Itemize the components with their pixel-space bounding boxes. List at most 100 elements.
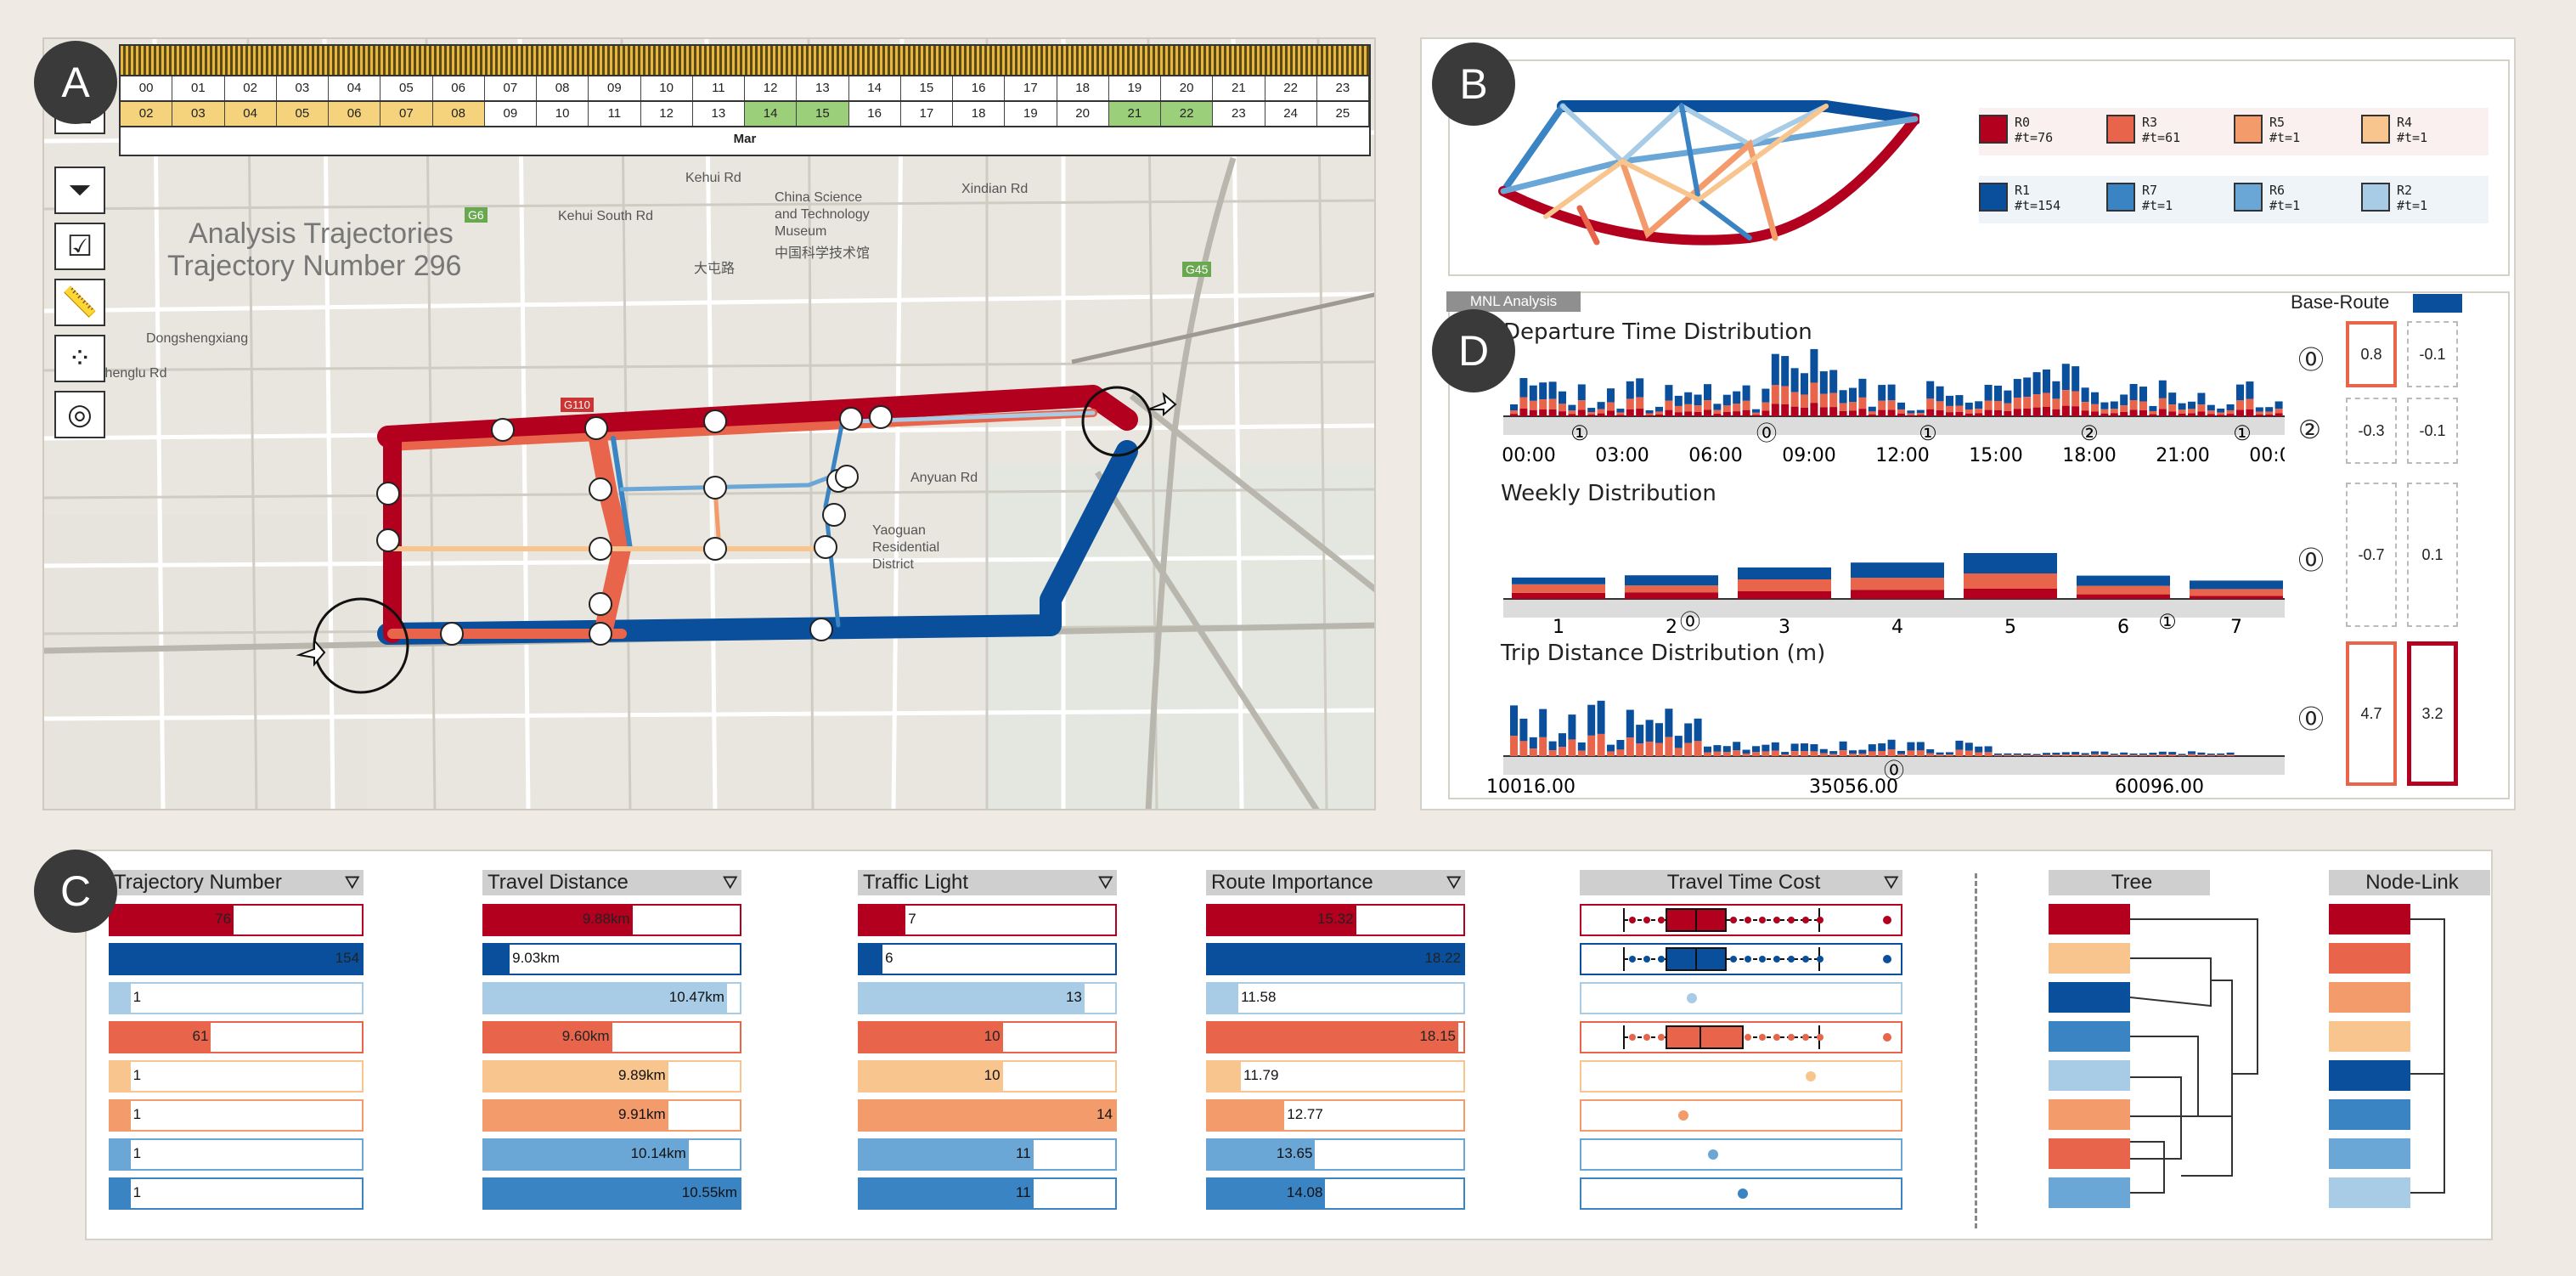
column-header[interactable]: Travel Distance ⛛ [482,870,741,895]
table-cell-dist[interactable]: 9.91km [482,1099,741,1132]
day-cell[interactable]: 20 [1057,102,1109,126]
hour-cell[interactable]: 13 [797,76,849,100]
day-cell[interactable]: 15 [797,102,849,126]
table-cell-dist[interactable]: 9.60km [482,1021,741,1053]
day-cell[interactable]: 06 [329,102,381,126]
day-cell[interactable]: 02 [121,102,173,126]
tree-leaf[interactable] [2049,1138,2130,1169]
node-link-leaf[interactable] [2329,1021,2410,1052]
day-cell[interactable]: 14 [745,102,798,126]
legend-item[interactable]: R4 #t=1 [2361,115,2427,150]
travel-time-cell[interactable] [1580,943,1902,975]
table-cell-imp[interactable]: 18.15 [1206,1021,1465,1053]
legend-item[interactable]: R5 #t=1 [2234,115,2300,150]
filter-tool[interactable]: ⏷ [54,167,105,214]
hour-cell[interactable]: 03 [277,76,329,100]
table-cell-traj[interactable]: 154 [109,943,364,975]
day-cell[interactable]: 23 [1213,102,1265,126]
table-cell-traj[interactable]: 1 [109,982,364,1014]
ruler-tool[interactable]: 📏 [54,279,105,326]
hour-cell[interactable]: 20 [1161,76,1214,100]
table-cell-light[interactable]: 7 [858,904,1117,936]
table-cell-imp[interactable]: 12.77 [1206,1099,1465,1132]
table-cell-traj[interactable]: 61 [109,1021,364,1053]
hour-cell[interactable]: 08 [537,76,589,100]
travel-time-cell[interactable] [1580,904,1902,936]
table-cell-imp[interactable]: 11.79 [1206,1060,1465,1093]
day-cell[interactable]: 19 [1005,102,1057,126]
hour-cell[interactable]: 14 [849,76,901,100]
hour-cell[interactable]: 19 [1109,76,1161,100]
travel-time-cell[interactable] [1580,1099,1902,1132]
table-cell-imp[interactable]: 11.58 [1206,982,1465,1014]
hour-cell[interactable]: 17 [1005,76,1057,100]
node-link-leaf[interactable] [2329,1138,2410,1169]
legend-item[interactable]: R7 #t=1 [2106,183,2173,218]
hour-cell[interactable]: 01 [172,76,225,100]
hour-cell[interactable]: 18 [1057,76,1109,100]
tree-leaf[interactable] [2049,982,2130,1013]
day-cell[interactable]: 05 [276,102,329,126]
day-cell[interactable]: 11 [589,102,641,126]
day-cell[interactable]: 12 [640,102,693,126]
legend-item[interactable]: R6 #t=1 [2234,183,2300,218]
sort-icon[interactable]: ⛛ [1446,872,1462,893]
hour-cell[interactable]: 05 [380,76,433,100]
table-cell-dist[interactable]: 9.03km [482,943,741,975]
hour-cell[interactable]: 15 [901,76,953,100]
table-cell-traj[interactable]: 1 [109,1060,364,1093]
route-graph[interactable] [1495,81,1919,268]
time-selector[interactable]: 00 01 02 03 04 05 06 07 08 09 10 11 12 13 14 15 16 17 18 19… [119,44,1371,156]
day-cell[interactable]: 10 [537,102,589,126]
tree-leaf[interactable] [2049,1177,2130,1208]
table-cell-imp[interactable]: 18.22 [1206,943,1465,975]
table-cell-light[interactable]: 10 [858,1021,1117,1053]
hour-cell[interactable]: 00 [121,76,173,100]
node-link-leaf[interactable] [2329,1099,2410,1130]
table-cell-dist[interactable]: 9.89km [482,1060,741,1093]
column-header[interactable]: Tree [2049,870,2210,895]
table-cell-dist[interactable]: 9.88km [482,904,741,936]
table-cell-traj[interactable]: 1 [109,1138,364,1171]
table-cell-dist[interactable]: 10.14km [482,1138,741,1171]
sort-icon[interactable]: ⛛ [1097,872,1113,893]
legend-item[interactable]: R3 #t=61 [2106,115,2180,150]
column-header[interactable]: Trajectory Number ⛛ [109,870,364,895]
column-header[interactable]: Traffic Light ⛛ [858,870,1117,895]
hour-cell[interactable]: 02 [225,76,277,100]
mnl-tab[interactable]: MNL Analysis [1446,291,1581,312]
travel-time-cell[interactable] [1580,1021,1902,1053]
table-cell-imp[interactable]: 14.08 [1206,1177,1465,1210]
travel-time-cell[interactable] [1580,1177,1902,1210]
node-link-leaf[interactable] [2329,982,2410,1013]
tree-leaf[interactable] [2049,1060,2130,1091]
tree-leaf[interactable] [2049,943,2130,974]
tree-leaf[interactable] [2049,1099,2130,1130]
legend-item[interactable]: R0 #t=76 [1979,115,2053,150]
cluster-tool[interactable]: ⁘ [54,335,105,382]
table-cell-light[interactable]: 6 [858,943,1117,975]
hour-cell[interactable]: 10 [641,76,693,100]
table-cell-imp[interactable]: 13.65 [1206,1138,1465,1171]
travel-time-cell[interactable] [1580,1060,1902,1093]
hour-cell[interactable]: 09 [589,76,641,100]
node-link-leaf[interactable] [2329,904,2410,934]
table-cell-traj[interactable]: 1 [109,1099,364,1132]
table-cell-dist[interactable]: 10.55km [482,1177,741,1210]
sort-icon[interactable]: ⛛ [344,872,360,893]
table-cell-dist[interactable]: 10.47km [482,982,741,1014]
map-canvas[interactable] [44,39,1376,810]
map-panel[interactable]: Analysis Trajectories Trajectory Number … [42,37,1376,810]
tree-leaf[interactable] [2049,904,2130,934]
hour-cell[interactable]: 07 [485,76,537,100]
day-cell[interactable]: 24 [1265,102,1317,126]
sort-icon[interactable]: ⛛ [722,872,738,893]
table-cell-light[interactable]: 10 [858,1060,1117,1093]
checkbox-tool[interactable]: ☑ [54,223,105,270]
hour-cell[interactable]: 06 [433,76,485,100]
day-cell[interactable]: 08 [432,102,485,126]
node-link-leaf[interactable] [2329,1060,2410,1091]
table-cell-traj[interactable]: 76 [109,904,364,936]
day-cell[interactable]: 22 [1161,102,1214,126]
hour-cell[interactable]: 22 [1265,76,1317,100]
